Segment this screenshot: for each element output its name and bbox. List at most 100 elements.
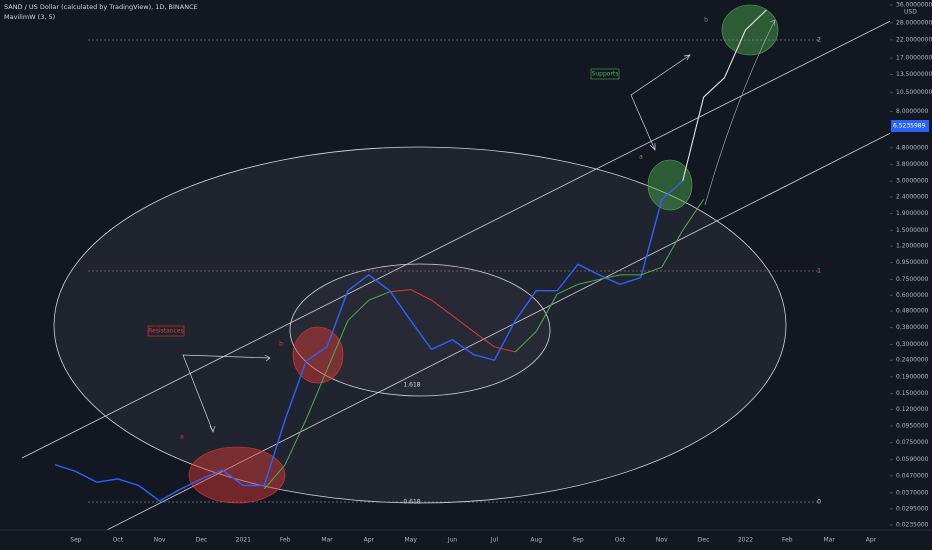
price-axis	[890, 0, 932, 550]
x-tick-label: Mar	[823, 537, 835, 544]
x-tick-label: Mar	[321, 537, 333, 544]
y-tick-label: 0.3000000	[896, 341, 929, 348]
y-tick-label: 1.5000000	[896, 227, 929, 234]
y-tick-label: 22.0000000	[896, 36, 932, 43]
arrow	[182, 354, 271, 433]
y-tick-label: 0.3800000	[896, 324, 929, 331]
label-box	[147, 325, 185, 337]
y-tick-label: 0.1500000	[896, 390, 929, 397]
indicator-segment	[535, 293, 558, 332]
indicator-segment	[494, 346, 516, 353]
x-tick-label: Apr	[364, 537, 375, 544]
y-tick-label: 0.9500000	[896, 259, 929, 266]
x-tick-label: Sep	[572, 537, 584, 544]
x-tick-label: May	[404, 537, 417, 544]
y-tick-label: 0.0370000	[896, 489, 929, 496]
y-tick-label: 28.0000000	[896, 19, 932, 26]
indicator-segment	[389, 289, 411, 293]
x-tick-label: Oct	[113, 537, 124, 544]
x-tick-label: Feb	[782, 537, 793, 544]
y-tick-label: 0.0295000	[896, 505, 929, 512]
x-tick-label: Feb	[280, 537, 291, 544]
inner-ellipse	[289, 263, 551, 397]
y-tick-label: 13.5000000	[896, 71, 932, 78]
annotation: b	[279, 341, 283, 348]
y-tick-label: 4.8000000	[896, 144, 929, 151]
projection-arrow	[704, 19, 776, 206]
x-tick-label: Aug	[530, 537, 542, 544]
y-unit: USD	[904, 9, 917, 16]
x-tick-label: 2021	[236, 537, 251, 544]
y-tick-label: 3.0000000	[896, 178, 929, 185]
y-tick-label: 10.5000000	[896, 89, 932, 96]
last-price-label: 6.5235989	[893, 123, 926, 130]
x-tick-label: Jul	[490, 537, 499, 544]
chart-title: SAND / US Dollar (calculated by TradingV…	[4, 3, 198, 11]
y-tick-label: 0.7500000	[896, 276, 929, 283]
indicator-segment	[640, 266, 662, 276]
indicator-segment	[368, 291, 390, 301]
indicator-segment	[431, 299, 453, 317]
time-axis	[0, 530, 932, 550]
annotation: 1.618	[403, 382, 420, 389]
x-tick-label: Oct	[615, 537, 626, 544]
y-tick-label: 2.4000000	[896, 193, 929, 200]
indicator-segment	[598, 274, 621, 280]
price-line	[54, 180, 684, 502]
x-tick-label: Nov	[154, 537, 166, 544]
indicator-segment	[410, 289, 432, 301]
x-tick-label: 2022	[738, 537, 753, 544]
big-ellipse	[53, 146, 787, 504]
annotation: b	[704, 17, 708, 24]
x-tick-label: Dec	[196, 537, 208, 544]
y-tick-label: 3.8000000	[896, 161, 929, 168]
indicator-segment	[263, 464, 286, 490]
x-tick-label: Apr	[866, 537, 877, 544]
y-tick-label: 1.2000000	[896, 243, 929, 250]
annotation: 1	[817, 268, 821, 275]
y-tick-label: 0.0235000	[896, 522, 929, 529]
resistance-zone	[292, 326, 344, 384]
x-tick-label: Sep	[70, 537, 82, 544]
indicator-segment	[661, 230, 684, 268]
x-tick-label: Dec	[698, 537, 710, 544]
indicator-segment	[514, 331, 537, 353]
annotation: 0	[817, 499, 821, 506]
annotation: a	[180, 434, 184, 441]
y-tick-label: 8.0000000	[896, 108, 929, 115]
annotation: 0.618	[403, 499, 420, 506]
y-tick-label: 0.1200000	[896, 406, 929, 413]
y-tick-label: 0.1900000	[896, 373, 929, 380]
annotation: Resistances	[148, 328, 183, 335]
y-tick-label: 0.0950000	[896, 422, 929, 429]
price-line	[682, 9, 767, 182]
x-tick-label: Nov	[656, 537, 668, 544]
annotation: Supports	[592, 71, 619, 78]
y-tick-label: 0.6000000	[896, 292, 929, 299]
resistance-zone	[188, 446, 286, 504]
indicator-segment	[326, 320, 349, 370]
y-tick-label: 0.0470000	[896, 472, 929, 479]
indicator-segment	[577, 278, 600, 285]
indicator-segment	[473, 331, 495, 348]
indicator-segment	[452, 315, 474, 332]
indicator-segment	[556, 283, 579, 295]
indicator-segment	[284, 419, 307, 465]
y-tick-label: 17.0000000	[896, 55, 932, 62]
support-zone	[721, 4, 779, 56]
indicator-segment	[347, 299, 370, 321]
indicator-title: MavilimW (3, 5)	[4, 13, 55, 21]
y-tick-label: 0.0750000	[896, 439, 929, 446]
annotation: a	[639, 154, 643, 161]
drawings	[21, 0, 932, 537]
support-zone	[647, 159, 693, 211]
last-price-box	[891, 120, 929, 132]
y-tick-label: 0.2400000	[896, 357, 929, 364]
y-tick-label: 36.0000000	[896, 1, 932, 8]
annotation: 2	[817, 37, 821, 44]
indicator-segment	[682, 199, 705, 231]
y-tick-label: 1.9000000	[896, 210, 929, 217]
y-tick-label: 0.4800000	[896, 308, 929, 315]
